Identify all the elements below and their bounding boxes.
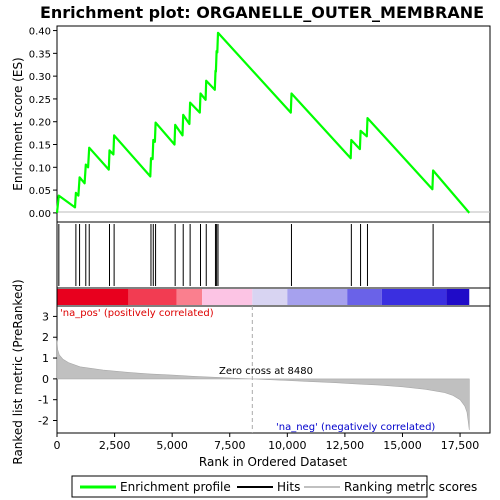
heatmap-segment [57,289,129,305]
x-tick-label: 0 [54,439,61,452]
es-panel [56,25,491,223]
x-tick-label: 5,000 [156,439,188,452]
heatmap-segment [176,289,203,305]
es-y-tick-label: 0.10 [29,163,51,174]
ranking-metric-area [56,340,470,430]
x-axis-label: Rank in Ordered Dataset [199,455,347,469]
hits-panel [56,221,491,289]
rank-heatmap-bar [57,289,470,305]
heatmap-segment [202,289,253,305]
x-axis-ticks: 0 2,500 5,000 7,500 10,000 12,500 15,000 17,500 [54,433,480,452]
es-y-tick-label: 0.25 [29,95,51,106]
es-y-ticks: 0.00 0.05 0.10 0.15 0.20 0.25 0.30 0.35 0.40 [29,27,57,220]
metric-y-tick-label: 2 [42,331,49,344]
heatmap-segment [381,289,447,305]
x-tick-label: 7,500 [214,439,246,452]
x-tick-label: 2,500 [99,439,131,452]
x-tick-label: 15,000 [383,439,422,452]
x-tick-label: 10,000 [268,439,307,452]
metric-y-tick-label: 0 [42,373,49,386]
na-neg-label: 'na_neg' (negatively correlated) [276,422,435,433]
metric-y-ticks: 3 2 1 0 -1 -2 [38,310,57,428]
metric-y-tick-label: 1 [42,352,49,365]
chart-title: Enrichment plot: ORGANELLE_OUTER_MEMBRAN… [40,3,484,22]
hit-marks [58,224,434,286]
metric-y-tick-label: -2 [38,415,49,428]
es-y-tick-label: 0.00 [29,209,51,220]
legend-metric-label: Ranking metric scores [344,480,477,494]
es-y-tick-label: 0.15 [29,141,51,152]
es-y-tick-label: 0.35 [29,49,51,60]
es-y-tick-label: 0.40 [29,27,51,38]
metric-panel [56,305,491,434]
metric-y-tick-label: -1 [38,394,49,407]
heatmap-segment [287,289,348,305]
metric-y-tick-label: 3 [42,310,49,323]
es-y-tick-label: 0.30 [29,72,51,83]
legend-enrichment-label: Enrichment profile [120,480,231,494]
heatmap-segment [252,289,288,305]
heatmap-segment [347,289,382,305]
metric-y-axis-label: Ranked list metric (PreRanked) [11,279,25,464]
heatmap-segment [128,289,177,305]
x-tick-label: 12,500 [326,439,365,452]
zero-cross-label: Zero cross at 8480 [219,366,313,377]
legend-hits-label: Hits [277,480,300,494]
heatmap-segment [446,289,470,305]
na-pos-label: 'na_pos' (positively correlated) [60,308,214,319]
es-y-axis-label: Enrichment score (ES) [11,57,25,190]
es-y-tick-label: 0.05 [29,186,51,197]
es-y-tick-label: 0.20 [29,118,51,129]
enrichment-profile-line [55,31,471,214]
x-tick-label: 17,500 [441,439,480,452]
